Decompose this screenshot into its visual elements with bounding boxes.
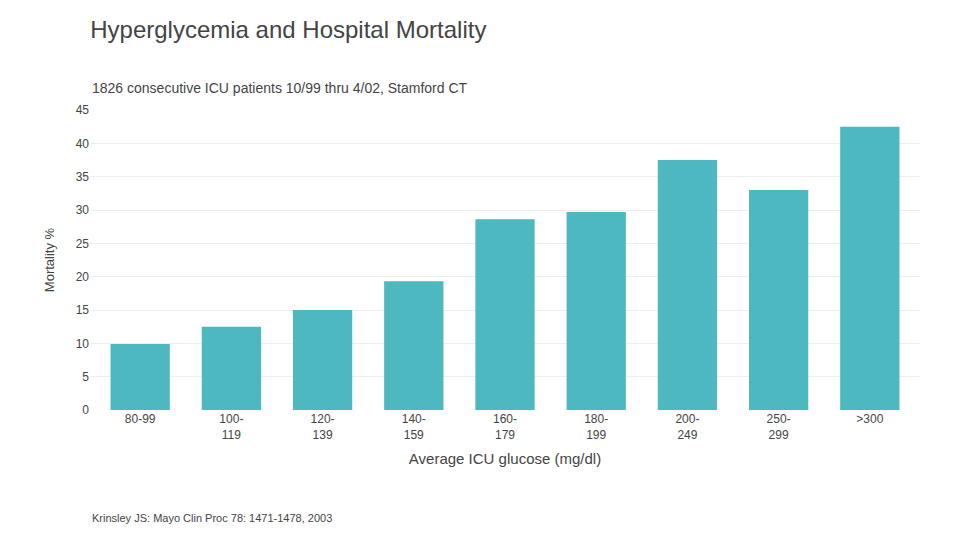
svg-text:30: 30	[76, 203, 90, 217]
svg-text:80-99: 80-99	[125, 412, 156, 426]
svg-text:Average ICU glucose (mg/dl): Average ICU glucose (mg/dl)	[409, 450, 601, 467]
svg-text:100-119: 100-119	[219, 412, 243, 442]
svg-text:0: 0	[82, 403, 89, 417]
svg-text:15: 15	[76, 303, 90, 317]
svg-text:250-299: 250-299	[767, 412, 791, 442]
svg-text:40: 40	[76, 137, 90, 151]
svg-text:160-179: 160-179	[493, 412, 517, 442]
svg-text:Mortality %: Mortality %	[42, 227, 57, 292]
svg-text:25: 25	[76, 237, 90, 251]
svg-text:120-139: 120-139	[311, 412, 335, 442]
svg-text:45: 45	[76, 103, 90, 117]
svg-text:5: 5	[82, 370, 89, 384]
svg-text:140-159: 140-159	[402, 412, 426, 442]
svg-text:200-249: 200-249	[675, 412, 699, 442]
svg-text:1826 consecutive ICU patients: 1826 consecutive ICU patients 10/99 thru…	[92, 80, 468, 96]
svg-text:10: 10	[76, 337, 90, 351]
svg-text:Hyperglycemia and Hospital Mor: Hyperglycemia and Hospital Mortality	[90, 16, 486, 43]
svg-text:35: 35	[76, 170, 90, 184]
svg-text:20: 20	[76, 270, 90, 284]
svg-text:180-199: 180-199	[584, 412, 608, 442]
svg-text:>300: >300	[856, 412, 883, 426]
svg-text:Krinsley JS: Mayo Clin Proc 78: Krinsley JS: Mayo Clin Proc 78: 1471-147…	[92, 512, 332, 524]
